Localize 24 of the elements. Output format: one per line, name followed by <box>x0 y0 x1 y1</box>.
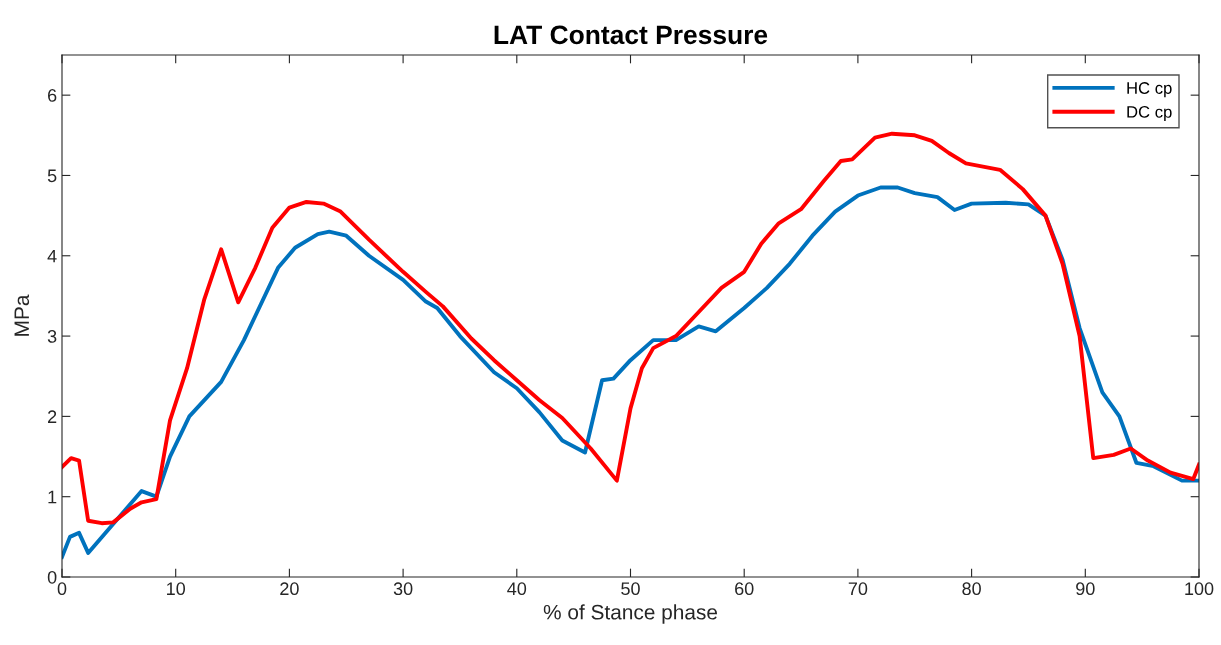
y-tick-label: 6 <box>48 89 57 102</box>
y-tick-label: 3 <box>47 330 57 343</box>
x-tick-label: 30 <box>393 582 413 596</box>
y-tick-label: 2 <box>48 410 57 423</box>
x-tick-label: 80 <box>962 582 981 596</box>
legend-label: HC cp <box>1127 82 1172 98</box>
legend-label: DC cp <box>1127 105 1172 122</box>
x-tick-label: 60 <box>735 582 754 596</box>
y-tick-label: 0 <box>47 570 57 584</box>
y-tick-label: 5 <box>47 169 57 183</box>
y-axis-title: MPa <box>14 294 30 336</box>
chart-title: LAT Contact Pressure <box>494 25 768 45</box>
x-axis-title: % of Stance phase <box>543 604 718 624</box>
x-tick-label: 70 <box>848 582 868 596</box>
x-tick-label: 100 <box>1185 582 1214 596</box>
x-tick-label: 50 <box>621 582 640 596</box>
x-tick-label: 20 <box>280 582 299 596</box>
x-tick-label: 10 <box>167 582 186 596</box>
line-series <box>62 131 1199 526</box>
x-tick-label: 90 <box>1076 582 1095 596</box>
y-tick-label: 4 <box>47 249 57 263</box>
x-tick-label: 0 <box>57 582 67 596</box>
y-tick-label: 1 <box>48 490 57 504</box>
x-tick-label: 40 <box>507 582 527 596</box>
